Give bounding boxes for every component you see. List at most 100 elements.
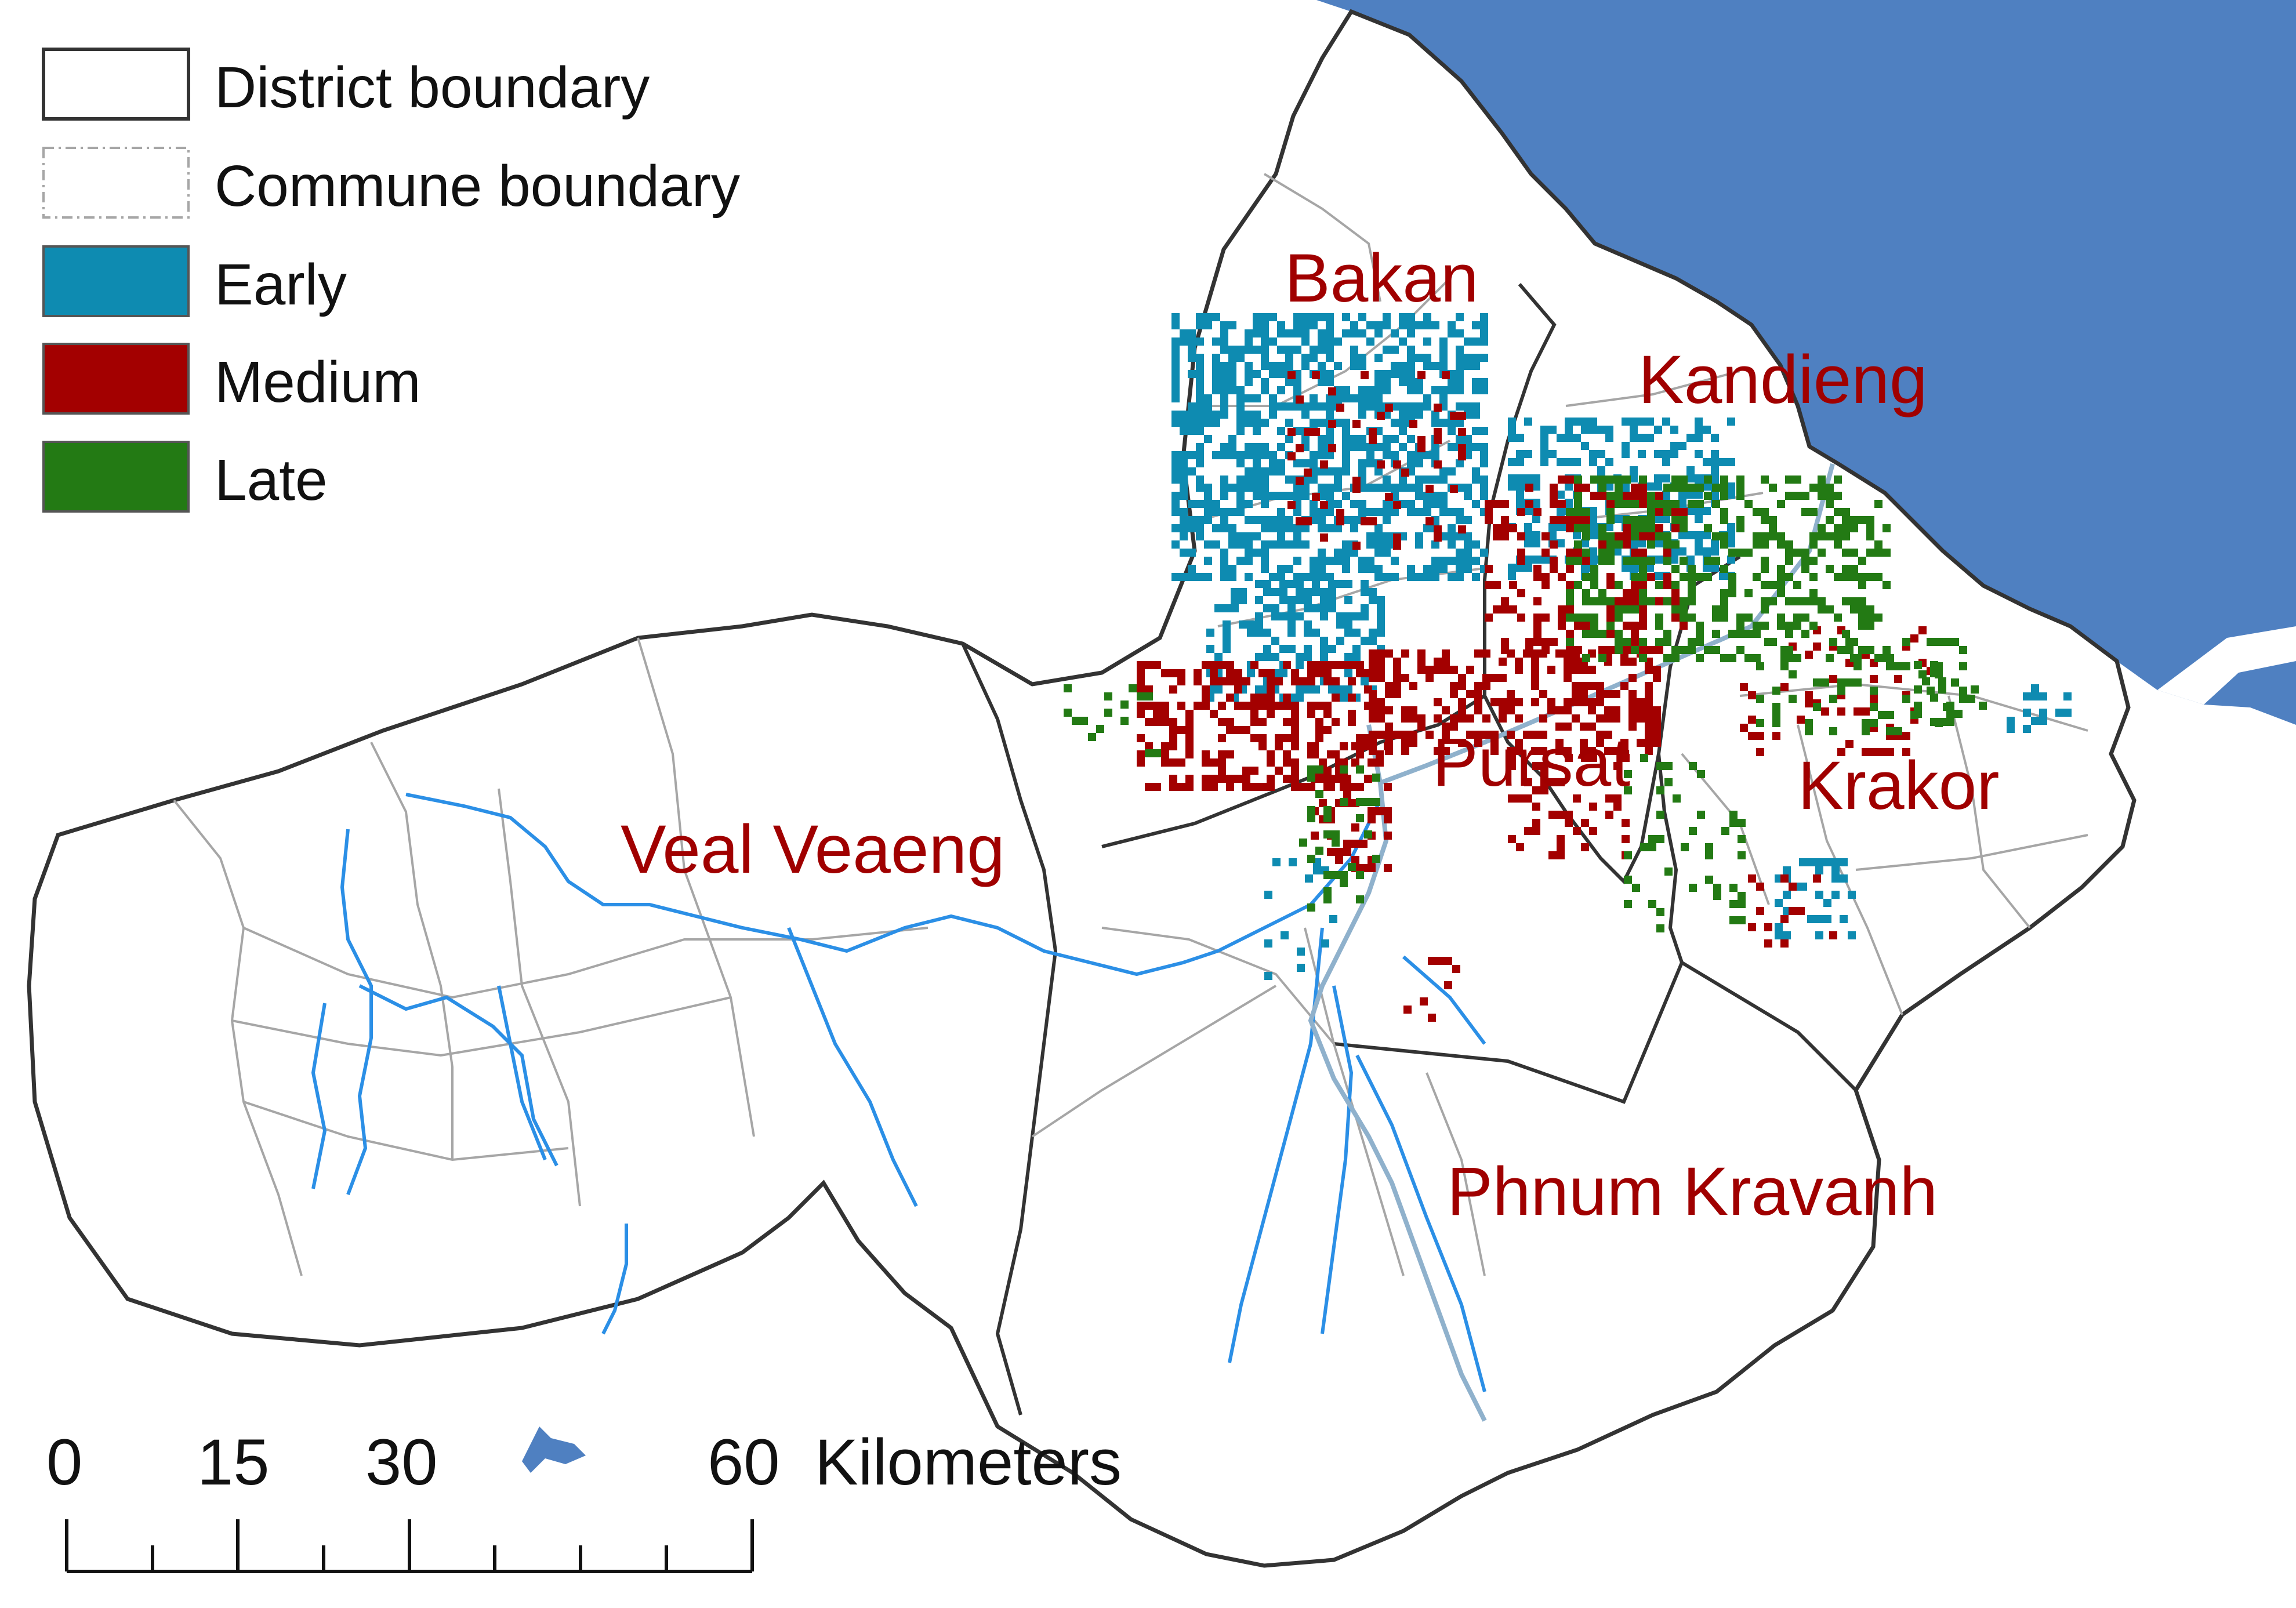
late-pixel: [1801, 492, 1809, 500]
medium-pixel: [1361, 371, 1369, 379]
early-pixel: [1711, 491, 1719, 499]
late-pixel: [1120, 700, 1129, 709]
late-pixel: [1845, 638, 1854, 646]
medium-pixel: [1226, 750, 1234, 758]
early-pixel: [1532, 556, 1540, 564]
early-pixel: [1245, 500, 1253, 508]
late-pixel: [1720, 654, 1728, 662]
early-pixel: [1464, 549, 1472, 557]
late-pixel: [1088, 733, 1096, 741]
early-pixel: [1326, 378, 1334, 386]
late-pixel: [1829, 695, 1837, 703]
medium-pixel: [1550, 557, 1558, 565]
medium-pixel: [1385, 690, 1393, 698]
late-pixel: [1606, 508, 1615, 516]
medium-pixel: [1291, 783, 1299, 791]
late-pixel: [1874, 573, 1882, 581]
early-pixel: [1670, 442, 1678, 450]
early-pixel: [1480, 354, 1488, 362]
early-pixel: [1622, 564, 1630, 572]
early-pixel: [1263, 604, 1271, 612]
late-pixel: [1761, 557, 1769, 565]
late-pixel: [1356, 871, 1364, 879]
early-pixel: [1285, 378, 1293, 386]
medium-pixel: [1613, 762, 1622, 770]
early-pixel: [1171, 524, 1180, 532]
late-pixel: [1842, 597, 1850, 605]
medium-pixel: [1343, 840, 1351, 848]
medium-pixel: [1153, 661, 1161, 669]
late-pixel: [1697, 770, 1705, 778]
medium-pixel: [1623, 622, 1631, 630]
medium-pixel: [1539, 731, 1547, 739]
early-pixel: [1350, 354, 1358, 362]
medium-pixel: [1287, 501, 1296, 509]
label-veal-veaeng: Veal Veaeng: [621, 811, 1005, 888]
late-pixel: [1606, 622, 1615, 630]
medium-pixel: [1319, 758, 1327, 767]
early-pixel: [1597, 426, 1605, 434]
early-pixel: [1245, 475, 1253, 484]
medium-pixel: [1772, 732, 1780, 740]
late-pixel: [1606, 597, 1615, 605]
medium-pixel: [1604, 731, 1612, 739]
medium-pixel: [1588, 666, 1596, 674]
medium-pixel: [1323, 669, 1332, 677]
early-pixel: [1472, 321, 1480, 329]
late-pixel: [1793, 622, 1801, 630]
early-pixel: [1366, 337, 1374, 346]
medium-pixel: [1533, 597, 1541, 605]
early-pixel: [1350, 346, 1358, 354]
late-pixel: [1736, 614, 1744, 622]
early-pixel: [1638, 450, 1646, 458]
early-pixel: [1464, 354, 1472, 362]
medium-pixel: [1145, 783, 1153, 791]
early-pixel: [1206, 645, 1214, 653]
early-pixel: [1261, 549, 1269, 557]
early-pixel: [1236, 411, 1245, 419]
early-pixel: [1646, 418, 1654, 426]
medium-pixel: [1466, 690, 1474, 698]
late-pixel: [1744, 589, 1753, 597]
late-pixel: [1826, 654, 1834, 662]
medium-pixel: [1436, 957, 1444, 965]
early-pixel: [1180, 411, 1188, 419]
medium-pixel: [1655, 646, 1663, 654]
late-pixel: [1850, 597, 1858, 605]
early-pixel: [1423, 337, 1431, 346]
early-pixel: [1407, 370, 1415, 378]
late-pixel: [1663, 508, 1671, 516]
medium-pixel: [1458, 452, 1466, 460]
early-pixel: [1334, 362, 1342, 370]
late-pixel: [1340, 879, 1348, 887]
early-pixel: [1783, 866, 1791, 874]
medium-pixel: [1623, 540, 1631, 549]
early-pixel: [1196, 524, 1204, 532]
medium-pixel: [1501, 638, 1509, 646]
medium-pixel: [1862, 707, 1870, 716]
medium-pixel: [1434, 436, 1442, 444]
late-pixel: [1728, 654, 1736, 662]
medium-pixel: [1653, 674, 1661, 682]
medium-pixel: [1596, 698, 1604, 706]
early-pixel: [1695, 418, 1703, 426]
early-pixel: [1350, 443, 1358, 451]
medium-pixel: [1234, 677, 1242, 685]
early-pixel: [1301, 354, 1310, 362]
late-pixel: [1624, 851, 1632, 859]
late-pixel: [1736, 475, 1744, 484]
medium-pixel: [1653, 714, 1661, 723]
medium-pixel: [1631, 630, 1639, 638]
early-pixel: [1399, 411, 1407, 419]
medium-pixel: [1474, 698, 1482, 706]
late-pixel: [1721, 827, 1729, 835]
late-pixel: [1680, 573, 1688, 581]
early-pixel: [1220, 557, 1228, 565]
medium-pixel: [1525, 484, 1533, 492]
early-pixel: [1204, 516, 1212, 524]
early-pixel: [1662, 515, 1670, 523]
early-pixel: [1279, 612, 1287, 620]
late-pixel: [1738, 892, 1746, 900]
early-pixel: [1296, 685, 1304, 694]
late-pixel: [1671, 646, 1680, 654]
